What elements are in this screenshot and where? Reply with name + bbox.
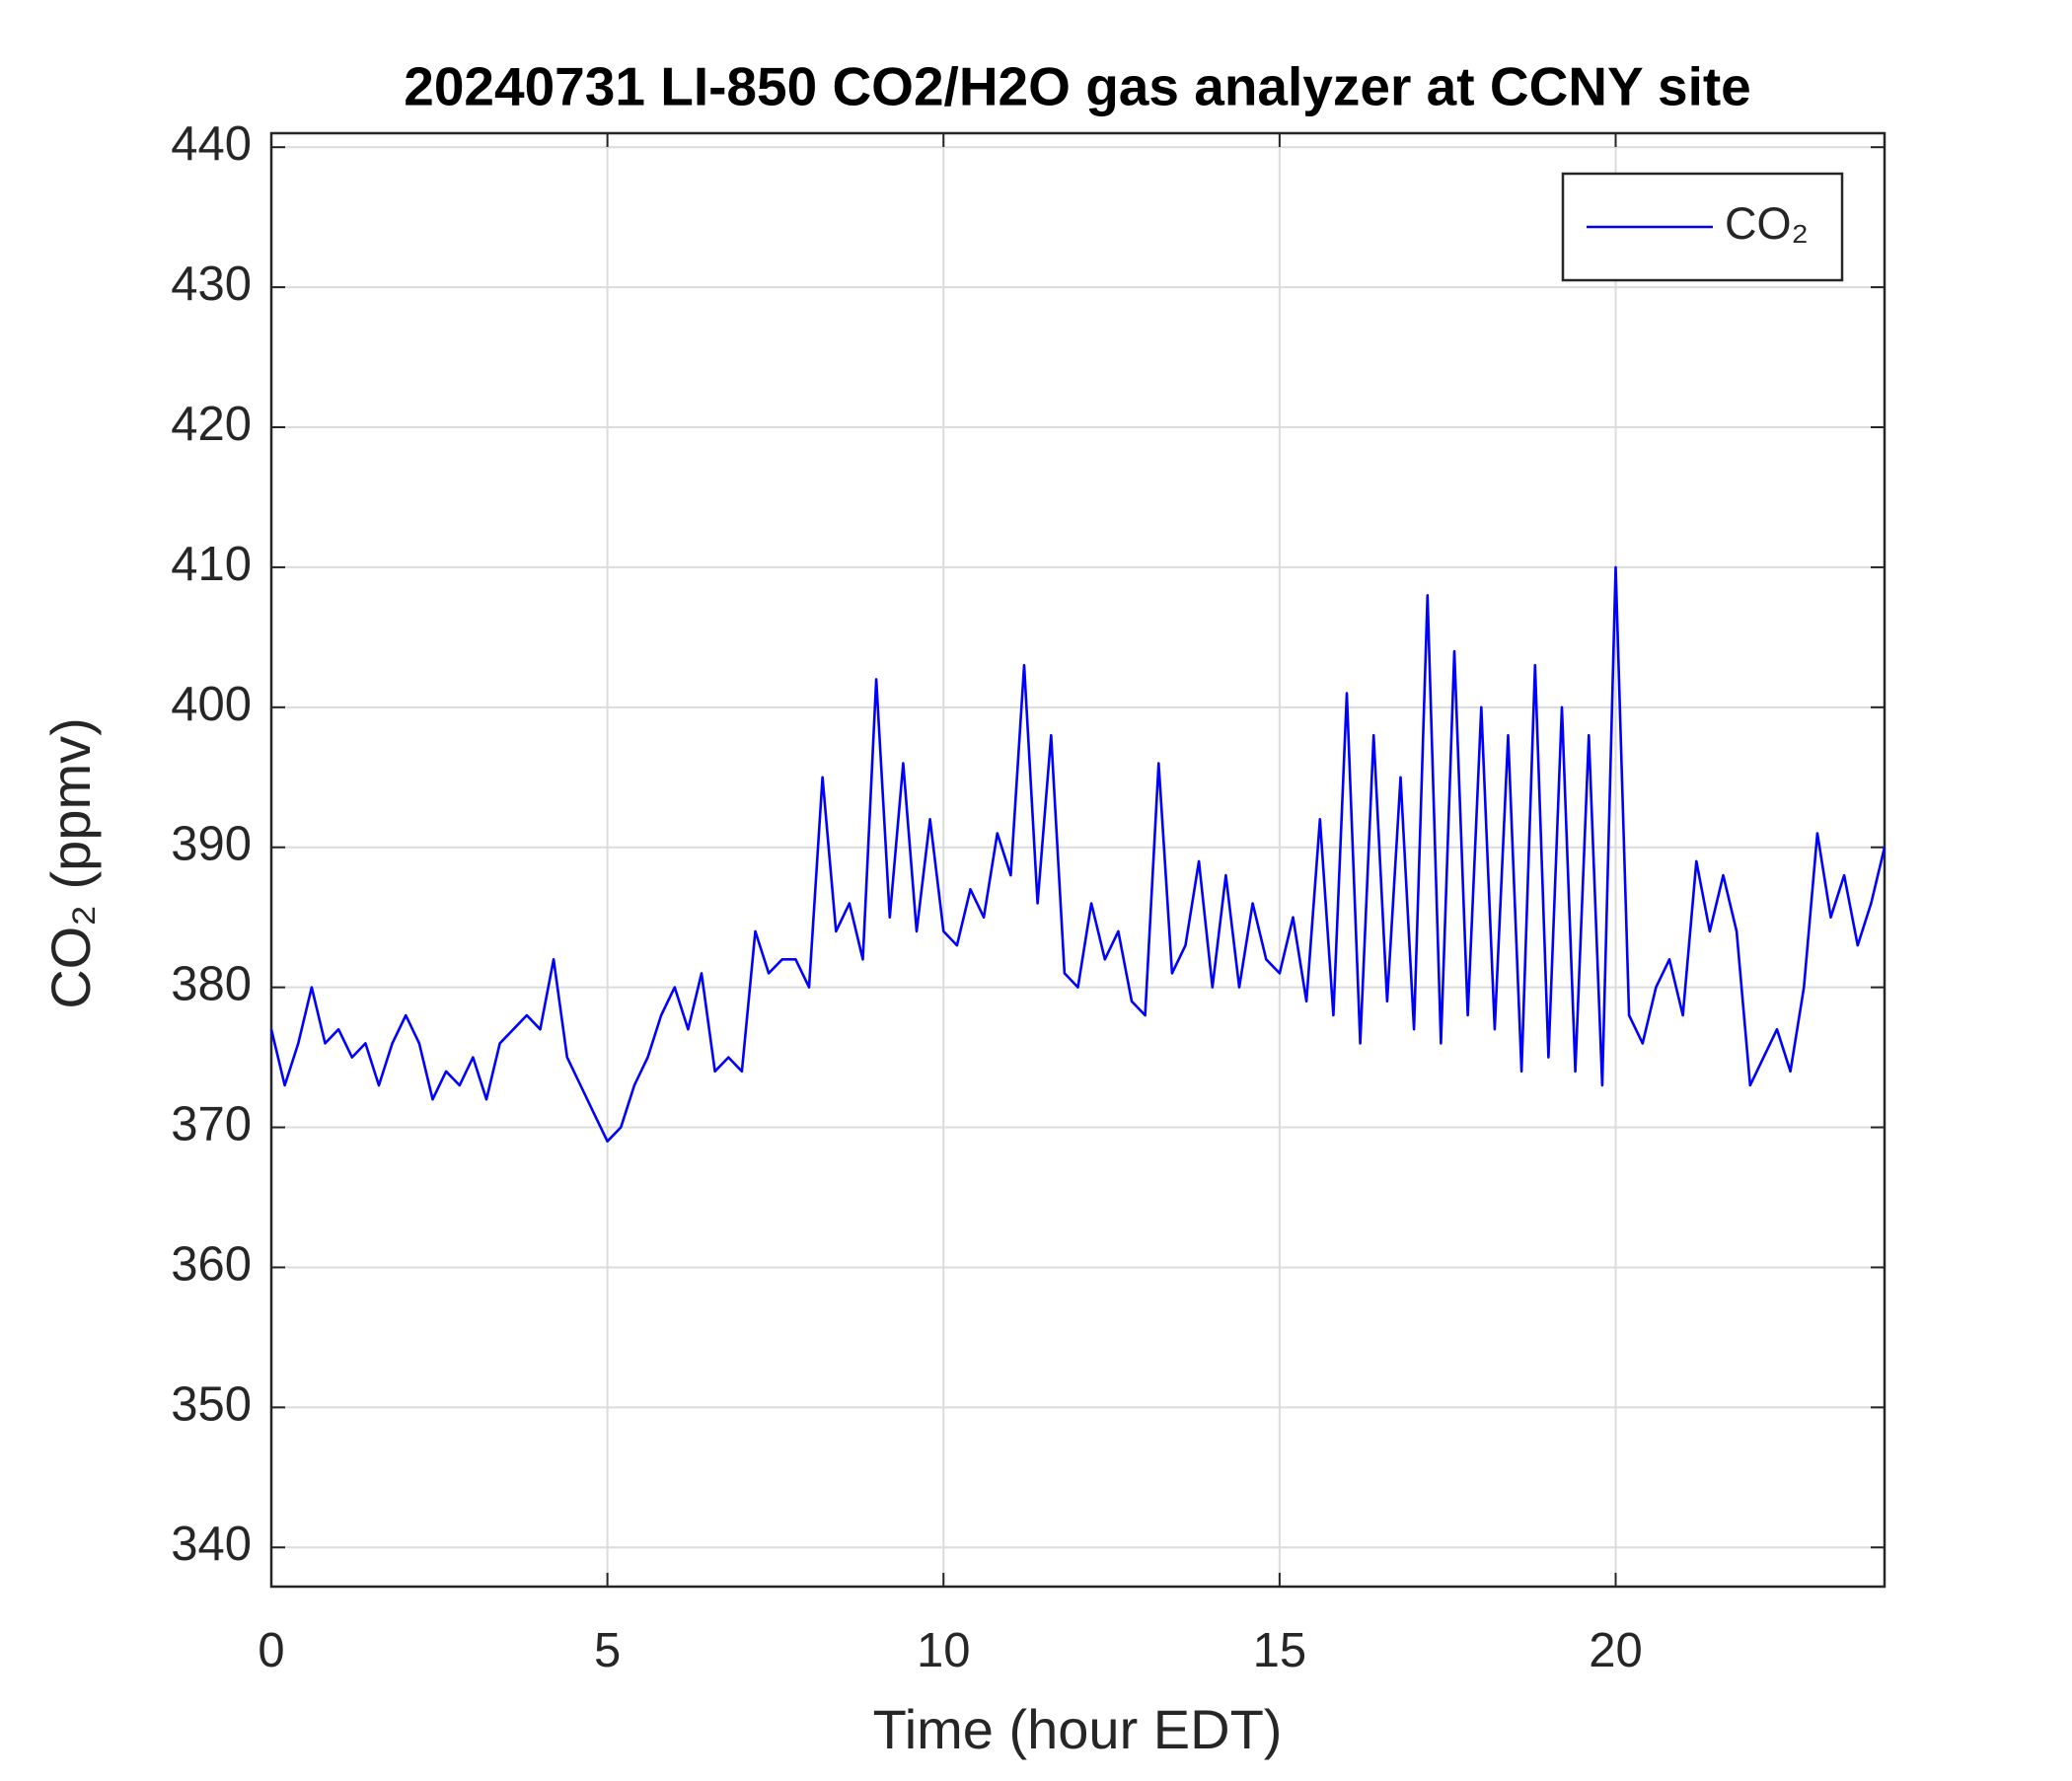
x-tick-label: 10 bbox=[917, 1624, 971, 1677]
y-tick-label: 430 bbox=[171, 258, 252, 311]
x-axis-label: Time (hour EDT) bbox=[873, 1698, 1283, 1760]
x-tick-label: 20 bbox=[1589, 1624, 1643, 1677]
y-tick-label: 340 bbox=[171, 1518, 252, 1571]
data-line bbox=[269, 565, 1887, 1143]
y-tick-label: 380 bbox=[171, 958, 252, 1011]
y-tick-label: 410 bbox=[171, 538, 252, 591]
x-tick-label: 0 bbox=[258, 1624, 284, 1677]
y-tick-label: 400 bbox=[171, 678, 252, 731]
chart-title: 20240731 LI-850 CO2/H2O gas analyzer at … bbox=[404, 56, 1751, 117]
y-tick-label: 370 bbox=[171, 1097, 252, 1150]
y-tick-label: 360 bbox=[171, 1237, 252, 1291]
x-tick-label: 15 bbox=[1253, 1624, 1307, 1677]
y-tick-label: 390 bbox=[171, 818, 252, 871]
y-tick-label: 350 bbox=[171, 1377, 252, 1431]
y-tick-label: 420 bbox=[171, 398, 252, 451]
x-tick-label: 5 bbox=[594, 1624, 621, 1677]
plot-frame bbox=[269, 131, 1887, 1589]
y-tick-label: 440 bbox=[171, 117, 252, 171]
legend-label: CO₂ bbox=[1725, 198, 1809, 249]
y-axis-label: CO₂ (ppmv) bbox=[39, 717, 102, 1009]
